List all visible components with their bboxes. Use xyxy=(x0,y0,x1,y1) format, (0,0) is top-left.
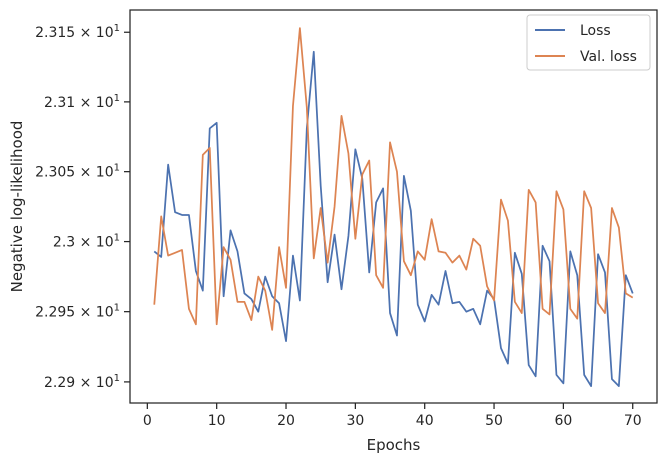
y-tick-label: 2.305 × 101 xyxy=(35,163,120,181)
y-axis-ticks: 2.29 × 101 2.295 × 101 2.3 × 101 2.305 × 10… xyxy=(35,23,130,391)
series-line-val-loss xyxy=(153,27,634,331)
y-tick-label: 2.3 × 101 xyxy=(53,233,120,251)
y-tick-label: 2.315 × 101 xyxy=(35,23,120,41)
plot-frame xyxy=(129,9,658,404)
x-tick-label: 40 xyxy=(416,413,434,429)
y-tick-label: 2.29 × 101 xyxy=(44,373,120,391)
x-tick-label: 60 xyxy=(554,413,572,429)
legend-label-loss: Loss xyxy=(580,23,611,39)
y-tick-label: 2.295 × 101 xyxy=(35,303,120,321)
x-tick-label: 10 xyxy=(208,413,226,429)
x-axis-label: Epochs xyxy=(367,436,421,454)
x-tick-label: 70 xyxy=(624,413,642,429)
x-tick-label: 50 xyxy=(485,413,503,429)
series-line-loss xyxy=(153,50,634,387)
legend-label-val-loss: Val. loss xyxy=(580,49,637,65)
legend: Loss Val. loss xyxy=(526,14,651,71)
x-tick-label: 30 xyxy=(346,413,364,429)
x-axis-ticks: 0 10 20 30 40 50 60 70 xyxy=(143,403,642,429)
y-axis-label: Negative log-likelihood xyxy=(8,121,26,293)
y-tick-label: 2.31 × 101 xyxy=(44,93,120,111)
x-tick-label: 20 xyxy=(277,413,295,429)
x-tick-label: 0 xyxy=(143,413,152,429)
series-layer xyxy=(153,27,634,387)
